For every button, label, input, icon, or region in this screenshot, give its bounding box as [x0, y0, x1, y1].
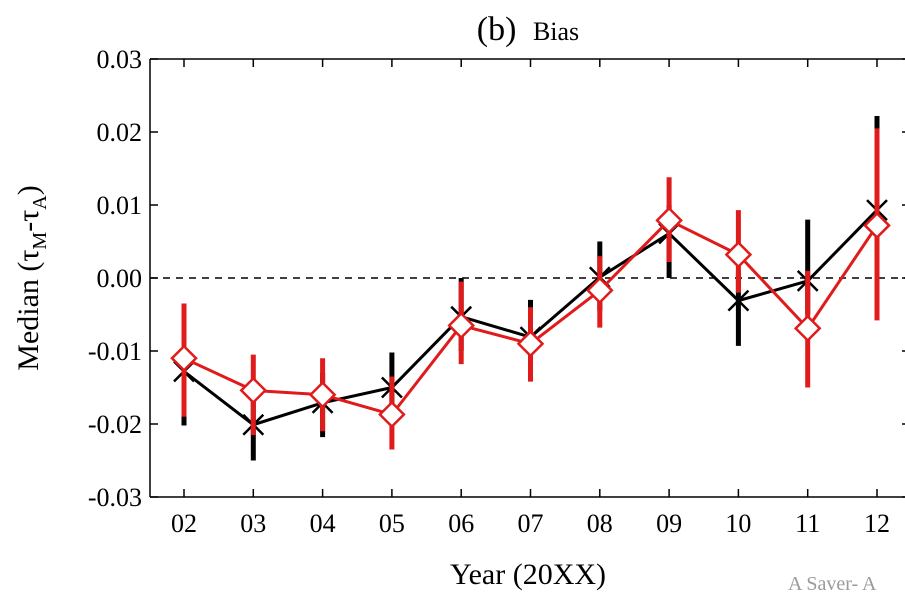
y-axis-title-mid: -τ	[12, 210, 45, 232]
data-point-diamond-marker	[516, 329, 545, 358]
y-tick-label: -0.02	[88, 410, 142, 439]
x-tick-label: 06	[448, 509, 474, 538]
x-tick-label: 11	[795, 509, 820, 538]
x-tick-label: 05	[379, 509, 405, 538]
series-1	[173, 115, 888, 461]
x-tick-label: 08	[587, 509, 613, 538]
chart-title-prefix: (b)	[477, 11, 517, 48]
data-point-diamond-marker	[239, 376, 268, 405]
data-point-diamond-marker	[863, 211, 891, 240]
data-point-diamond-marker	[378, 400, 406, 429]
y-axis-title-sub2: A	[29, 195, 51, 210]
data-point-diamond-marker	[170, 344, 198, 373]
chart-title: (b) Bias	[477, 11, 579, 48]
chart-title-suffix: Bias	[533, 17, 579, 46]
y-axis-title-main: Median (τ	[12, 250, 45, 371]
series-layer	[170, 115, 891, 461]
data-point-diamond-marker	[724, 240, 753, 269]
y-tick-label: -0.01	[88, 337, 142, 366]
x-axis-title: Year (20XX)	[450, 558, 606, 591]
data-point-diamond-marker	[447, 311, 475, 340]
y-tick-label: 0.01	[97, 191, 143, 220]
y-tick-label: 0.00	[97, 264, 143, 293]
data-point-diamond-marker	[655, 206, 683, 235]
x-tick-label: 04	[310, 509, 336, 538]
y-axis-title-end: )	[12, 185, 45, 195]
x-tick-label: 07	[518, 509, 544, 538]
x-tick-label: 10	[725, 509, 751, 538]
y-tick-label: 0.02	[97, 118, 143, 147]
x-tick-label: 12	[864, 509, 890, 538]
y-tick-label: 0.03	[97, 45, 143, 74]
y-axis-title-sub1: M	[29, 232, 51, 250]
x-tick-label: 03	[240, 509, 266, 538]
y-axis-title: Median (τM-τA)	[12, 185, 51, 370]
y-tick-label: -0.03	[88, 483, 142, 512]
ticks-layer: 0.03 0.02 0.01 0.00 -0.01 -0.02 -0.03 02 03 04 05 0…	[88, 45, 905, 538]
x-tick-label: 09	[656, 509, 682, 538]
data-point-diamond-marker	[308, 381, 337, 409]
x-tick-label: 02	[171, 509, 197, 538]
series-2	[170, 128, 891, 450]
data-point-x-marker	[727, 289, 750, 312]
data-point-diamond-marker	[586, 276, 614, 305]
watermark-text: A Saver- A	[788, 573, 877, 595]
data-point-diamond-marker	[793, 314, 822, 343]
